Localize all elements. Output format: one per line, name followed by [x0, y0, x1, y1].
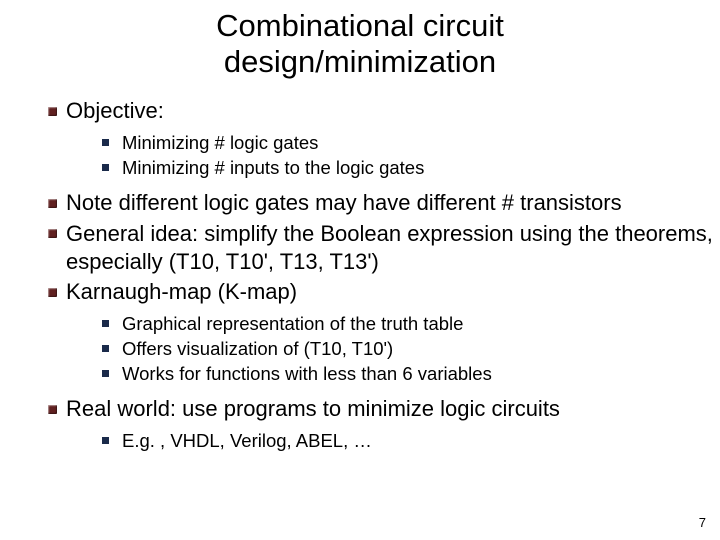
sub-bullet: Minimizing # logic gates [102, 131, 720, 156]
bullet-kmap: Karnaugh-map (K-map) Graphical represent… [48, 278, 720, 387]
bullet-text: Real world: use programs to minimize log… [66, 396, 560, 421]
bullet-text: Karnaugh-map (K-map) [66, 279, 297, 304]
sub-bullet-list: Graphical representation of the truth ta… [66, 312, 720, 387]
sub-bullet-text: Minimizing # inputs to the logic gates [122, 157, 424, 178]
bullet-note: Note different logic gates may have diff… [48, 189, 720, 217]
sub-bullet: Minimizing # inputs to the logic gates [102, 156, 720, 181]
sub-bullet-text: E.g. , VHDL, Verilog, ABEL, … [122, 430, 372, 451]
sub-bullet-text: Works for functions with less than 6 var… [122, 363, 492, 384]
slide-title: Combinational circuit design/minimizatio… [0, 8, 720, 79]
sub-bullet-list: E.g. , VHDL, Verilog, ABEL, … [66, 429, 720, 454]
sub-bullet: Works for functions with less than 6 var… [102, 362, 720, 387]
sub-bullet: Offers visualization of (T10, T10') [102, 337, 720, 362]
bullet-text: Objective: [66, 98, 164, 123]
title-line-2: design/minimization [224, 44, 496, 79]
bullet-real-world: Real world: use programs to minimize log… [48, 395, 720, 454]
sub-bullet-list: Minimizing # logic gates Minimizing # in… [66, 131, 720, 181]
main-bullet-list: Objective: Minimizing # logic gates Mini… [0, 97, 720, 454]
sub-bullet: E.g. , VHDL, Verilog, ABEL, … [102, 429, 720, 454]
title-line-1: Combinational circuit [216, 8, 504, 43]
bullet-text: Note different logic gates may have diff… [66, 190, 622, 215]
bullet-general-idea: General idea: simplify the Boolean expre… [48, 220, 720, 276]
sub-bullet: Graphical representation of the truth ta… [102, 312, 720, 337]
page-number: 7 [699, 515, 706, 530]
bullet-objective: Objective: Minimizing # logic gates Mini… [48, 97, 720, 181]
sub-bullet-text: Minimizing # logic gates [122, 132, 318, 153]
sub-bullet-text: Graphical representation of the truth ta… [122, 313, 463, 334]
bullet-text: General idea: simplify the Boolean expre… [66, 221, 713, 274]
slide: Combinational circuit design/minimizatio… [0, 0, 720, 540]
sub-bullet-text: Offers visualization of (T10, T10') [122, 338, 393, 359]
